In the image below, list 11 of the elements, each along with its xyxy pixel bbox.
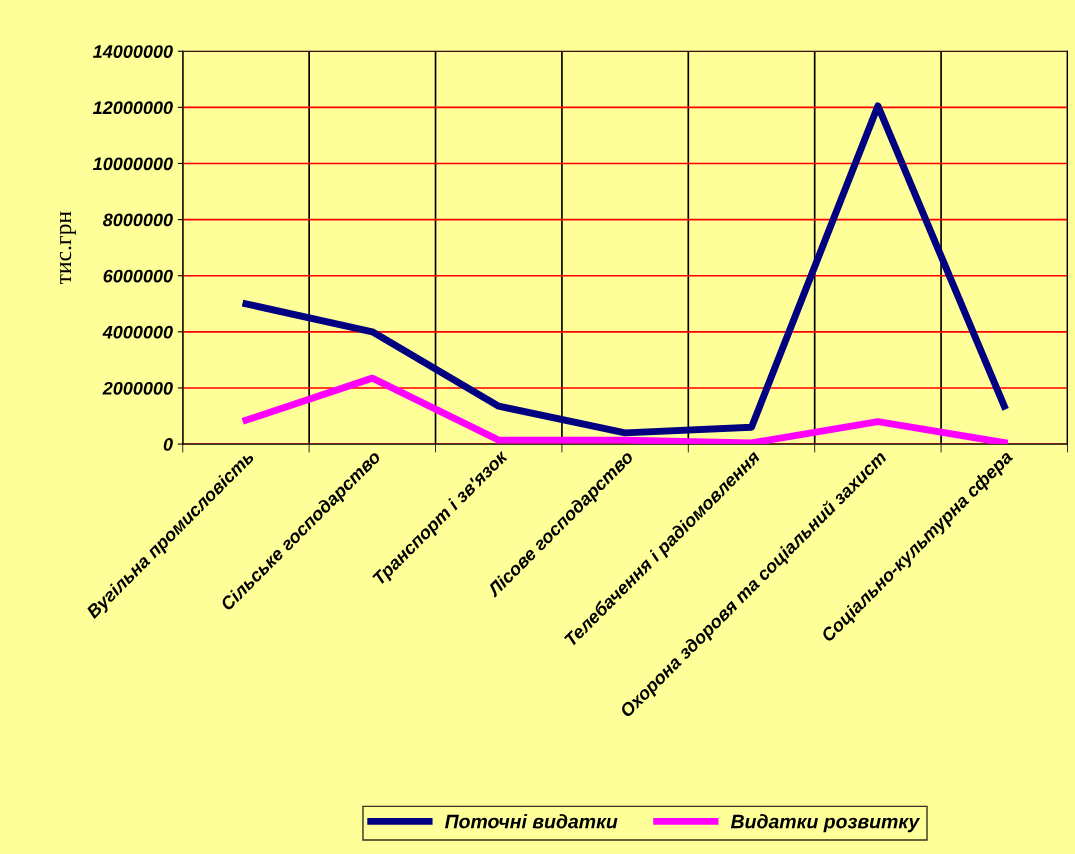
y-tick-label: 14000000 (92, 45, 173, 58)
y-tick-label: 10000000 (92, 157, 173, 171)
y-tick-label: 12000000 (92, 101, 173, 115)
y-tick-label: 0 (163, 438, 173, 451)
y-tick-label: 8000000 (102, 213, 173, 227)
y-tick-label: 2000000 (102, 381, 173, 395)
y-tick-label: 4000000 (102, 325, 173, 339)
legend-label: Видатки розвитку (730, 814, 921, 833)
legend-label: Поточні видатки (444, 814, 618, 829)
y-tick-label: 6000000 (103, 269, 173, 283)
y-axis-title: тис.грн (59, 211, 77, 285)
